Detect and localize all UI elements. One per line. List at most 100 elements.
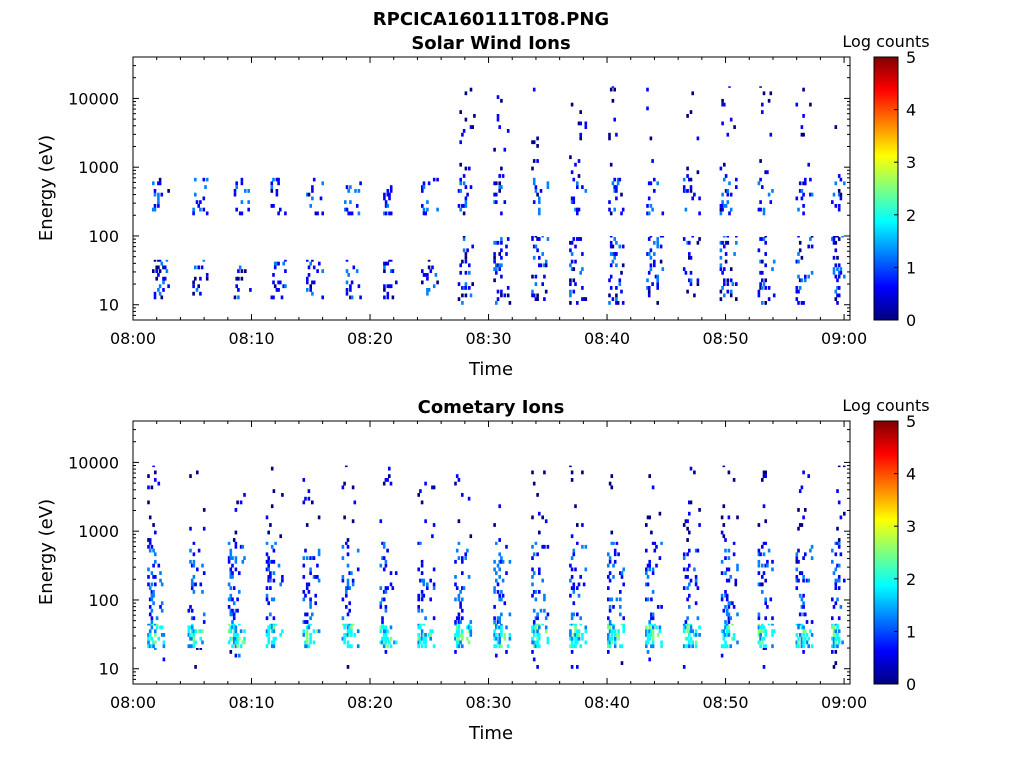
spectrogram-cell	[389, 185, 393, 189]
spectrogram-cell	[388, 466, 391, 471]
spectrogram-cell	[307, 273, 311, 277]
spectrogram-cell	[650, 530, 653, 535]
spectrogram-cell	[536, 612, 539, 617]
spectrogram-cell	[432, 616, 436, 621]
spectrogram-cell	[302, 563, 306, 568]
spectrogram-cell	[350, 629, 353, 634]
spectrogram-cell	[199, 207, 202, 212]
spectrogram-cell	[346, 665, 350, 669]
spectrogram-cell	[651, 567, 655, 572]
spectrogram-cell	[462, 237, 466, 241]
spectrogram-cell	[192, 211, 195, 216]
y-tick-label: 1000	[78, 522, 119, 541]
spectrogram-cell	[424, 636, 427, 641]
x-tick-label: 08:00	[110, 693, 156, 712]
spectrogram-cell	[157, 273, 160, 277]
spectrogram-cell	[736, 567, 739, 572]
spectrogram-cell	[732, 478, 736, 482]
spectrogram-cell	[495, 240, 498, 245]
spectrogram-cell	[721, 192, 724, 197]
spectrogram-cell	[281, 629, 284, 634]
spectrogram-cell	[660, 605, 663, 609]
spectrogram-cell	[836, 278, 839, 283]
spectrogram-cell	[500, 274, 503, 279]
spectrogram-cell	[572, 267, 576, 271]
spectrogram-cell	[158, 291, 162, 296]
spectrogram-cell	[569, 629, 572, 634]
spectrogram-cell	[797, 578, 800, 583]
spectrogram-cell	[834, 586, 838, 590]
spectrogram-cell	[837, 636, 841, 641]
spectrogram-cell	[382, 625, 386, 630]
spectrogram-cell	[797, 644, 800, 649]
spectrogram-cell	[496, 625, 500, 630]
spectrogram-cell	[689, 625, 693, 630]
spectrogram-cell	[152, 548, 155, 553]
spectrogram-cell	[651, 636, 655, 641]
spectrogram-cell	[543, 608, 546, 613]
spectrogram-cell	[379, 629, 383, 634]
spectrogram-cell	[843, 578, 846, 583]
spectrogram-cell	[541, 623, 544, 626]
spectrogram-cell	[570, 575, 574, 579]
spectrogram-cell	[729, 644, 732, 649]
spectrogram-cell	[797, 289, 800, 294]
spectrogram-cell	[424, 616, 427, 621]
spectrogram-cell	[615, 263, 618, 268]
spectrogram-cell	[152, 590, 155, 594]
spectrogram-cell	[269, 623, 272, 626]
spectrogram-cell	[581, 544, 584, 549]
spectrogram-cell	[459, 189, 462, 193]
spectrogram-cell	[417, 640, 420, 645]
spectrogram-cell	[570, 556, 574, 560]
spectrogram-cell	[684, 644, 688, 649]
spectrogram-cell	[761, 575, 764, 579]
spectrogram-cell	[197, 629, 201, 634]
spectrogram-cell	[267, 530, 270, 535]
spectrogram-cell	[467, 575, 471, 579]
spectrogram-cell	[724, 174, 728, 178]
spectrogram-cell	[270, 466, 274, 471]
spectrogram-cell	[757, 248, 761, 253]
spectrogram-cell	[686, 519, 689, 524]
spectrogram-cell	[761, 278, 764, 283]
spectrogram-cell	[610, 474, 614, 478]
spectrogram-cell	[839, 196, 843, 201]
spectrogram-cell	[723, 278, 726, 283]
spectrogram-cell	[722, 636, 726, 641]
spectrogram-cell	[807, 274, 810, 279]
spectrogram-cell	[227, 629, 231, 634]
spectrogram-cell	[281, 575, 284, 579]
spectrogram-cell	[272, 636, 276, 641]
spectrogram-cell	[727, 629, 731, 634]
spectrogram-cell	[277, 563, 281, 568]
spectrogram-cell	[694, 629, 698, 634]
spectrogram-cell	[810, 633, 814, 637]
spectrogram-cell	[656, 301, 659, 305]
spectrogram-cell	[570, 567, 574, 572]
spectrogram-cell	[306, 280, 309, 285]
spectrogram-cell	[455, 625, 459, 630]
spectrogram-cell	[457, 519, 461, 524]
spectrogram-cell	[831, 623, 834, 626]
spectrogram-cell	[148, 633, 152, 637]
spectrogram-cell	[148, 548, 152, 553]
spectrogram-cell	[804, 278, 807, 283]
spectrogram-cell	[345, 185, 349, 189]
spectrogram-cell	[538, 633, 541, 637]
spectrogram-cell	[194, 192, 197, 197]
spectrogram-cell	[734, 578, 738, 583]
spectrogram-cell	[345, 465, 348, 468]
spectrogram-cell	[651, 485, 655, 490]
spectrogram-cell	[471, 125, 474, 129]
spectrogram-cell	[798, 571, 802, 575]
spectrogram-cell	[736, 640, 739, 645]
spectrogram-cell	[270, 295, 274, 300]
spectrogram-cell	[429, 578, 432, 583]
spectrogram-cell	[240, 177, 244, 182]
spectrogram-cell	[422, 211, 426, 216]
spectrogram-cell	[647, 211, 651, 216]
spectrogram-cell	[459, 590, 462, 594]
spectrogram-cell	[426, 582, 429, 587]
